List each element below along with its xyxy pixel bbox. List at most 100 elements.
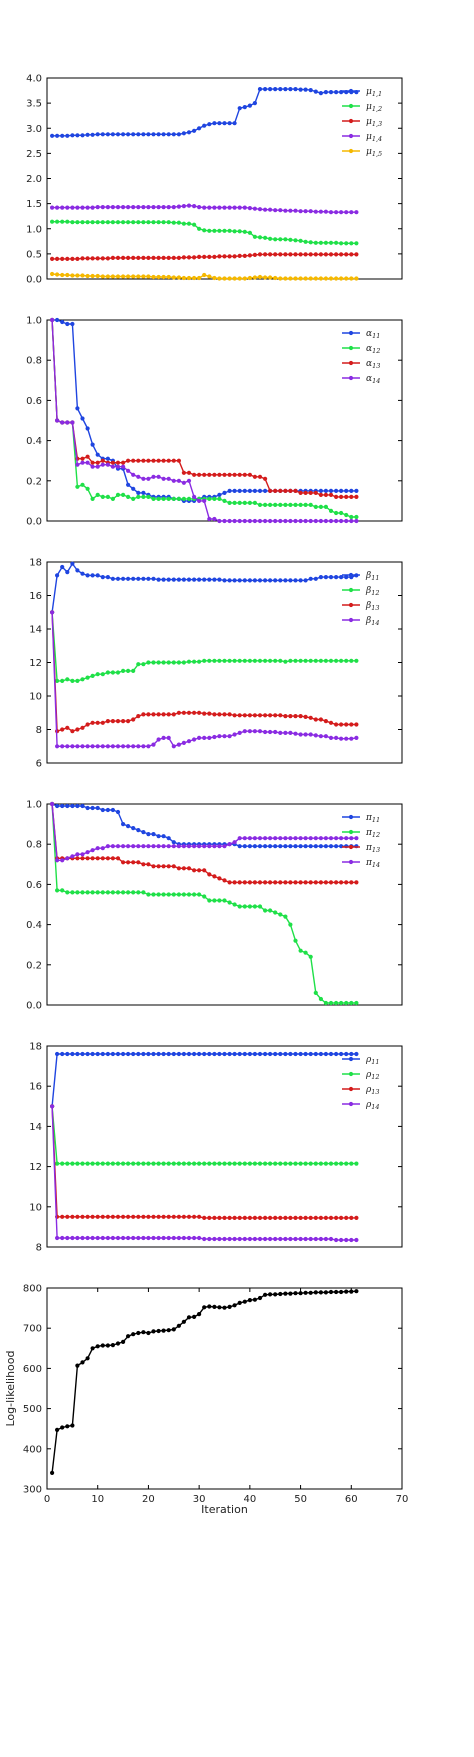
data-point [171, 1161, 176, 1166]
data-point [126, 1235, 131, 1241]
data-point [115, 1341, 121, 1346]
legend-label: β13 [365, 601, 379, 612]
data-point [171, 712, 176, 717]
data-point [166, 892, 171, 897]
data-point [90, 848, 95, 853]
data-point [75, 678, 80, 684]
data-point [334, 658, 339, 663]
data-point [288, 208, 293, 213]
data-point [50, 219, 55, 224]
data-point [232, 732, 237, 737]
data-point [212, 874, 217, 879]
data-point [323, 1161, 328, 1166]
data-point [115, 576, 121, 581]
data-point [344, 494, 349, 499]
data-point [237, 713, 242, 718]
data-point [339, 488, 344, 493]
data-point [171, 660, 176, 665]
data-point [257, 1051, 263, 1057]
data-point [126, 1161, 131, 1166]
data-point [90, 205, 95, 210]
data-point [273, 1161, 278, 1166]
data-point [115, 719, 121, 724]
data-point [257, 87, 263, 92]
data-point [181, 204, 186, 209]
data-point [100, 846, 105, 851]
data-point [100, 672, 105, 677]
data-point [207, 844, 212, 849]
legend-marker [348, 345, 354, 351]
data-point [141, 862, 146, 867]
data-point [105, 575, 110, 580]
data-point [207, 711, 212, 716]
data-point [131, 274, 136, 279]
legend-label-subscript: 11 [371, 1058, 379, 1066]
data-point [349, 736, 354, 741]
data-point [166, 735, 171, 741]
data-point [131, 255, 136, 260]
data-point [308, 88, 313, 93]
data-point [90, 496, 95, 501]
data-point [70, 273, 75, 278]
data-point [186, 255, 192, 260]
data-point [227, 712, 232, 717]
y-tick-label: 500 [23, 1404, 42, 1415]
data-point [237, 1236, 242, 1242]
data-point [166, 844, 171, 849]
data-point [126, 205, 131, 210]
data-point [207, 1051, 212, 1057]
data-point [318, 252, 323, 257]
data-point [263, 1215, 268, 1220]
data-point [110, 1051, 115, 1057]
data-point [192, 1214, 197, 1219]
data-point [288, 714, 293, 719]
data-point [115, 670, 121, 675]
data-point [171, 744, 176, 749]
data-point [318, 1051, 323, 1057]
data-point [55, 205, 60, 210]
data-point [263, 729, 268, 735]
data-point [105, 1235, 110, 1241]
data-point [100, 856, 105, 861]
data-point [273, 1292, 278, 1297]
data-point [334, 494, 339, 499]
data-point [257, 488, 263, 493]
data-point [176, 204, 181, 209]
data-point [80, 482, 85, 487]
data-point [237, 472, 242, 477]
data-point [349, 514, 354, 520]
data-point [313, 990, 318, 996]
data-point [115, 274, 121, 279]
data-point [227, 842, 232, 847]
data-point [131, 1161, 136, 1166]
data-point [293, 658, 298, 663]
data-point [70, 321, 75, 327]
data-point [344, 1000, 349, 1006]
data-point [136, 490, 141, 495]
data-point [257, 1236, 263, 1242]
data-point [80, 205, 85, 210]
data-point [105, 256, 110, 261]
data-point [110, 670, 115, 675]
data-point [105, 807, 110, 813]
data-point [318, 518, 323, 524]
data-point [141, 255, 146, 260]
legend: β11 β12 β13 β14 [342, 571, 379, 627]
data-point [328, 488, 334, 493]
data-point [100, 1161, 105, 1166]
data-point [313, 490, 318, 495]
data-point [318, 492, 323, 497]
data-point [273, 910, 278, 915]
data-point [268, 880, 273, 885]
data-point [217, 496, 222, 501]
data-point [110, 1161, 115, 1166]
data-point [100, 1051, 105, 1057]
data-point [273, 836, 278, 841]
data-point [328, 844, 334, 849]
data-point [283, 1291, 288, 1296]
series-4 [50, 801, 359, 863]
data-point [237, 253, 242, 258]
data-point [328, 1236, 334, 1242]
data-point [217, 228, 222, 233]
data-point [192, 892, 197, 897]
